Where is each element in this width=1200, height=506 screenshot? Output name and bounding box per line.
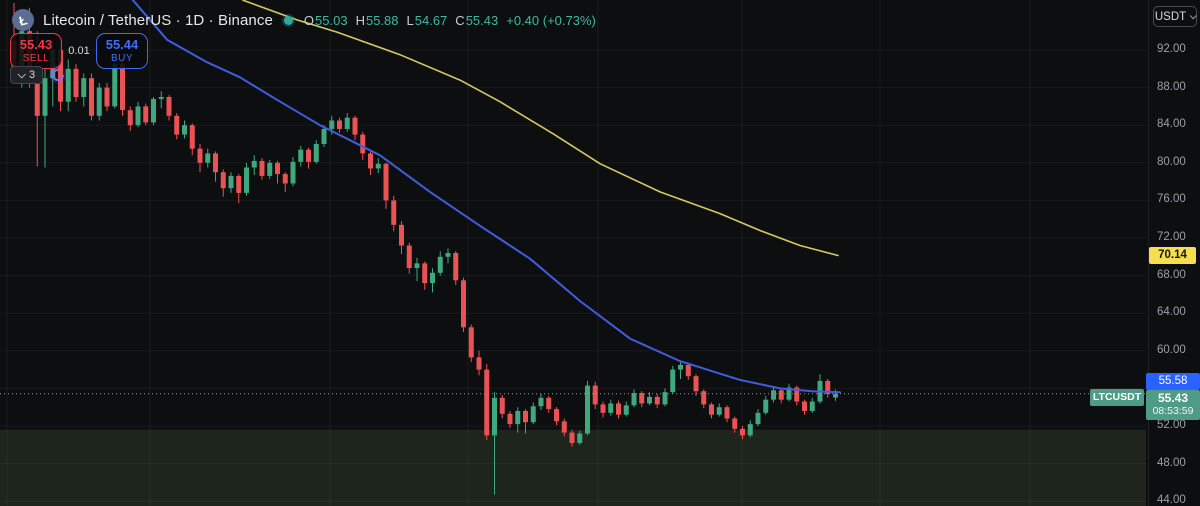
ma-slow-price-badge: 70.14 <box>1149 247 1196 264</box>
sync-icon[interactable] <box>49 66 67 84</box>
buy-price: 55.44 <box>105 36 139 52</box>
high-value: 55.88 <box>365 12 399 28</box>
chevron-down-icon <box>1189 12 1197 20</box>
interval-row: 3 <box>10 66 67 84</box>
interval-count: 3 <box>29 69 36 81</box>
buy-label: BUY <box>110 52 134 64</box>
close-label: C <box>455 12 465 28</box>
high-label: H <box>355 12 365 28</box>
price-tick-label: 52.00 <box>1157 419 1186 431</box>
market-status-icon <box>283 15 293 25</box>
buy-button[interactable]: 55.44 BUY <box>96 33 148 69</box>
ma-fast-price-badge: 55.58 <box>1146 373 1200 390</box>
close-value: 55.43 <box>465 12 499 28</box>
last-price-badge: 55.43 08:53:59 <box>1146 390 1200 420</box>
sell-price: 55.43 <box>19 36 53 52</box>
chart-header: Ł Litecoin / TetherUS · 1D · Binance O55… <box>9 6 596 34</box>
interval-dropdown[interactable]: 3 <box>10 66 44 84</box>
symbol-title[interactable]: Litecoin / TetherUS · 1D · Binance <box>43 11 273 29</box>
price-tick-label: 64.00 <box>1157 306 1186 319</box>
price-tick-label: 48.00 <box>1157 456 1186 469</box>
price-tick-label: 88.00 <box>1157 80 1186 93</box>
price-tick-label: 72.00 <box>1157 231 1186 243</box>
price-change: +0.40 (+0.73%) <box>506 12 596 28</box>
trade-panel: 55.43 SELL 0.01 55.44 BUY <box>10 33 148 69</box>
low-value: 54.67 <box>414 12 448 28</box>
candlestick-chart-canvas[interactable] <box>0 0 1148 506</box>
open-value: 55.03 <box>315 12 348 28</box>
price-tick-label: 60.00 <box>1157 343 1186 356</box>
litecoin-logo-icon: Ł <box>9 6 37 34</box>
ohlc-values: O55.03 H55.88 L54.67 C55.43 +0.40 (+0.73… <box>304 13 596 28</box>
price-tick-label: 92.00 <box>1157 43 1186 55</box>
sell-label: SELL <box>22 52 50 64</box>
last-price-value: 55.43 <box>1157 391 1189 405</box>
bar-countdown: 08:53:59 <box>1152 405 1194 417</box>
open-label: O <box>303 12 315 28</box>
price-tick-label: 68.00 <box>1157 268 1186 281</box>
spread-value: 0.01 <box>68 45 90 57</box>
price-tick-label: 80.00 <box>1157 155 1186 168</box>
symbol-price-flag: LTCUSDT <box>1090 389 1144 406</box>
low-label: L <box>406 12 414 28</box>
sell-button[interactable]: 55.43 SELL <box>10 33 62 69</box>
price-tick-label: 44.00 <box>1157 494 1186 506</box>
currency-dropdown[interactable]: USDT <box>1153 6 1197 27</box>
price-tick-label: 76.00 <box>1157 193 1186 206</box>
chevron-down-icon <box>17 70 26 79</box>
currency-label: USDT <box>1154 10 1187 23</box>
price-tick-label: 84.00 <box>1157 118 1186 131</box>
